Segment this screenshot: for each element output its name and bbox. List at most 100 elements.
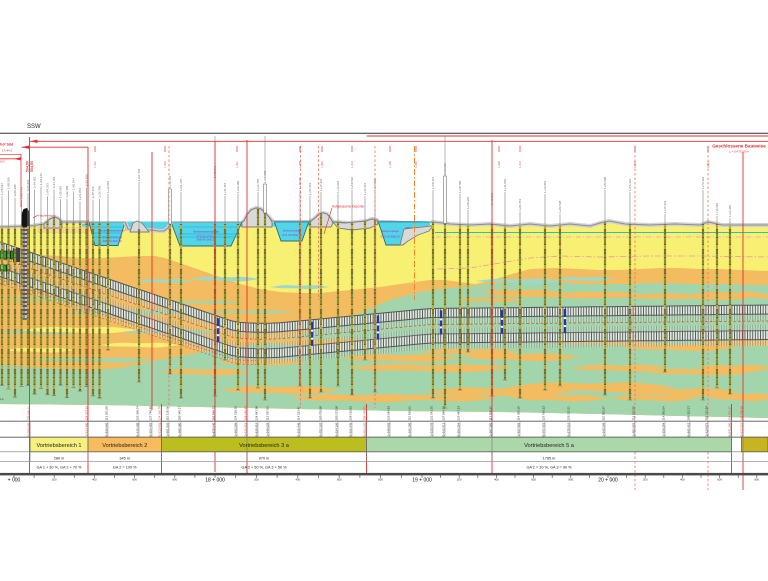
svg-text:1+796: 1+796	[299, 161, 302, 168]
svg-text:600: 600	[132, 478, 137, 482]
svg-text:100 702,80: 100 702,80	[319, 406, 323, 421]
svg-text:800: 800	[378, 478, 383, 482]
svg-text:LA: LA	[0, 397, 4, 401]
svg-text:123 447,23: 123 447,23	[457, 406, 461, 421]
svg-text:1+80.400: 1+80.400	[13, 184, 17, 197]
svg-text:108 640,87: 108 640,87	[244, 406, 248, 421]
svg-text:400: 400	[494, 478, 499, 482]
svg-text:115 119,24: 115 119,24	[166, 406, 170, 420]
svg-text:1+36.786: 1+36.786	[98, 185, 102, 198]
svg-text:SSW: SSW	[27, 124, 41, 130]
svg-text:1+69.488: 1+69.488	[236, 180, 240, 193]
svg-text:Vortriebsbereich 2: Vortriebsbereich 2	[102, 443, 147, 449]
svg-text:1+17.334: 1+17.334	[319, 178, 323, 191]
svg-text:504,50: 504,50	[26, 161, 30, 172]
svg-text:1+91.275: 1+91.275	[179, 178, 183, 191]
svg-text:1+710: 1+710	[351, 161, 354, 168]
svg-text:L ≈ 5.475,50 m: L ≈ 5.475,50 m	[729, 150, 749, 154]
svg-text:368,40 366,10: 368,40 366,10	[102, 239, 122, 243]
svg-text:1+911: 1+911	[236, 161, 239, 168]
svg-text:370,10 368,20: 370,10 368,20	[380, 235, 400, 239]
svg-text:GA 1 + 30 %, GA 2 + 70 %: GA 1 + 30 %, GA 2 + 70 %	[37, 466, 83, 470]
svg-text:600: 600	[531, 478, 536, 482]
svg-text:1+90.733: 1+90.733	[20, 187, 24, 200]
svg-text:1+47.181: 1+47.181	[52, 176, 56, 189]
svg-text:345 m: 345 m	[119, 457, 130, 461]
svg-text:800: 800	[172, 478, 177, 482]
svg-text:1+45.564: 1+45.564	[72, 178, 76, 191]
svg-text:1+494: 1+494	[415, 161, 418, 168]
svg-text:109 322,17: 109 322,17	[687, 406, 691, 421]
svg-text:113 261,68: 113 261,68	[105, 406, 109, 421]
svg-text:800: 800	[568, 478, 573, 482]
svg-text:Geschlossene Bauweise: Geschlossene Bauweise	[712, 144, 766, 149]
svg-text:127 663,22: 127 663,22	[542, 406, 546, 421]
svg-text:1+263: 1+263	[164, 161, 167, 168]
svg-text:1+532: 1+532	[321, 161, 324, 168]
svg-text:GA 2 = 10 %, GA 3 = 90 %: GA 2 = 10 %, GA 3 = 90 %	[527, 466, 573, 470]
svg-text:112 102,59: 112 102,59	[632, 406, 636, 421]
svg-text:1+94.333: 1+94.333	[46, 183, 50, 196]
svg-text:124 265,79: 124 265,79	[158, 406, 162, 421]
svg-text:102 849,72: 102 849,72	[212, 406, 216, 421]
svg-text:368,40 366,10: 368,40 366,10	[196, 238, 216, 242]
svg-text:200: 200	[643, 478, 648, 482]
svg-text:115 926,62: 115 926,62	[408, 406, 412, 421]
svg-text:1+27.621: 1+27.621	[663, 200, 667, 213]
svg-text:1+165: 1+165	[389, 161, 392, 168]
svg-text:200: 200	[457, 478, 462, 482]
svg-text:115 592,37: 115 592,37	[602, 406, 606, 421]
svg-text:200: 200	[254, 478, 259, 482]
svg-text:123 684,83: 123 684,83	[387, 406, 391, 421]
svg-text:1+56.324: 1+56.324	[628, 178, 632, 191]
svg-text:102 709,18: 102 709,18	[740, 406, 744, 421]
svg-text:1+742: 1+742	[94, 161, 97, 168]
svg-text:1+41.862: 1+41.862	[503, 178, 507, 191]
svg-text:1+24.256: 1+24.256	[728, 204, 732, 217]
svg-text:1+39.987: 1+39.987	[59, 185, 63, 198]
svg-text:280 m: 280 m	[54, 457, 65, 461]
svg-text:101 151,84: 101 151,84	[705, 406, 709, 421]
svg-text:1+41.267: 1+41.267	[223, 182, 227, 195]
svg-text:1+641: 1+641	[707, 161, 710, 168]
svg-text:121 541,55: 121 541,55	[430, 406, 434, 421]
svg-text:600: 600	[717, 478, 722, 482]
svg-text:1+579: 1+579	[634, 161, 637, 168]
svg-text:Vortriebsbereich 1: Vortriebsbereich 1	[36, 443, 81, 449]
svg-text:1+43.864: 1+43.864	[543, 180, 547, 193]
svg-text:1+44.755: 1+44.755	[256, 178, 260, 191]
svg-text:800: 800	[754, 478, 759, 482]
svg-text:1+68.246: 1+68.246	[466, 196, 470, 209]
svg-text:112 787,93: 112 787,93	[266, 406, 270, 421]
svg-text:1+44.818: 1+44.818	[106, 180, 110, 193]
svg-text:1+18.146: 1+18.146	[39, 173, 43, 186]
svg-text:17+44,2: 17+44,2	[2, 149, 13, 153]
svg-text:128 132,52: 128 132,52	[349, 406, 353, 421]
svg-text:117 559,27: 117 559,27	[489, 406, 493, 421]
svg-text:400: 400	[680, 478, 685, 482]
svg-text:1+44.167: 1+44.167	[363, 182, 367, 195]
svg-text:1+57.463: 1+57.463	[91, 186, 95, 199]
svg-text:200: 200	[52, 478, 57, 482]
svg-text:970 m: 970 m	[259, 457, 270, 461]
svg-text:+ 000: + 000	[8, 478, 21, 484]
svg-text:1+51.963: 1+51.963	[308, 182, 312, 195]
svg-text:1+50.510: 1+50.510	[350, 176, 354, 189]
svg-text:1+710: 1+710	[519, 161, 522, 168]
svg-text:Beckenw.spiegel: Beckenw.spiegel	[381, 230, 399, 233]
svg-text:123 369,74: 123 369,74	[136, 406, 140, 421]
svg-text:124 373,92: 124 373,92	[85, 406, 89, 421]
svg-text:1+84.508: 1+84.508	[603, 176, 607, 189]
svg-text:1+22.489: 1+22.489	[65, 185, 69, 198]
svg-text:114 223,41: 114 223,41	[297, 406, 301, 421]
svg-text:1+38.801: 1+38.801	[298, 176, 302, 189]
svg-text:100 172,90: 100 172,90	[335, 406, 339, 421]
svg-text:1+58.180: 1+58.180	[7, 177, 11, 190]
svg-text:109 345,17: 109 345,17	[178, 406, 182, 421]
svg-text:127 846,16: 127 846,16	[442, 406, 446, 421]
svg-text:1+73.193: 1+73.193	[701, 176, 705, 189]
svg-text:1+50.317: 1+50.317	[431, 176, 435, 189]
svg-text:114 392,64: 114 392,64	[662, 406, 666, 421]
svg-text:1+490: 1+490	[498, 161, 501, 168]
svg-text:Aufgelassene Deponie: Aufgelassene Deponie	[332, 205, 364, 209]
